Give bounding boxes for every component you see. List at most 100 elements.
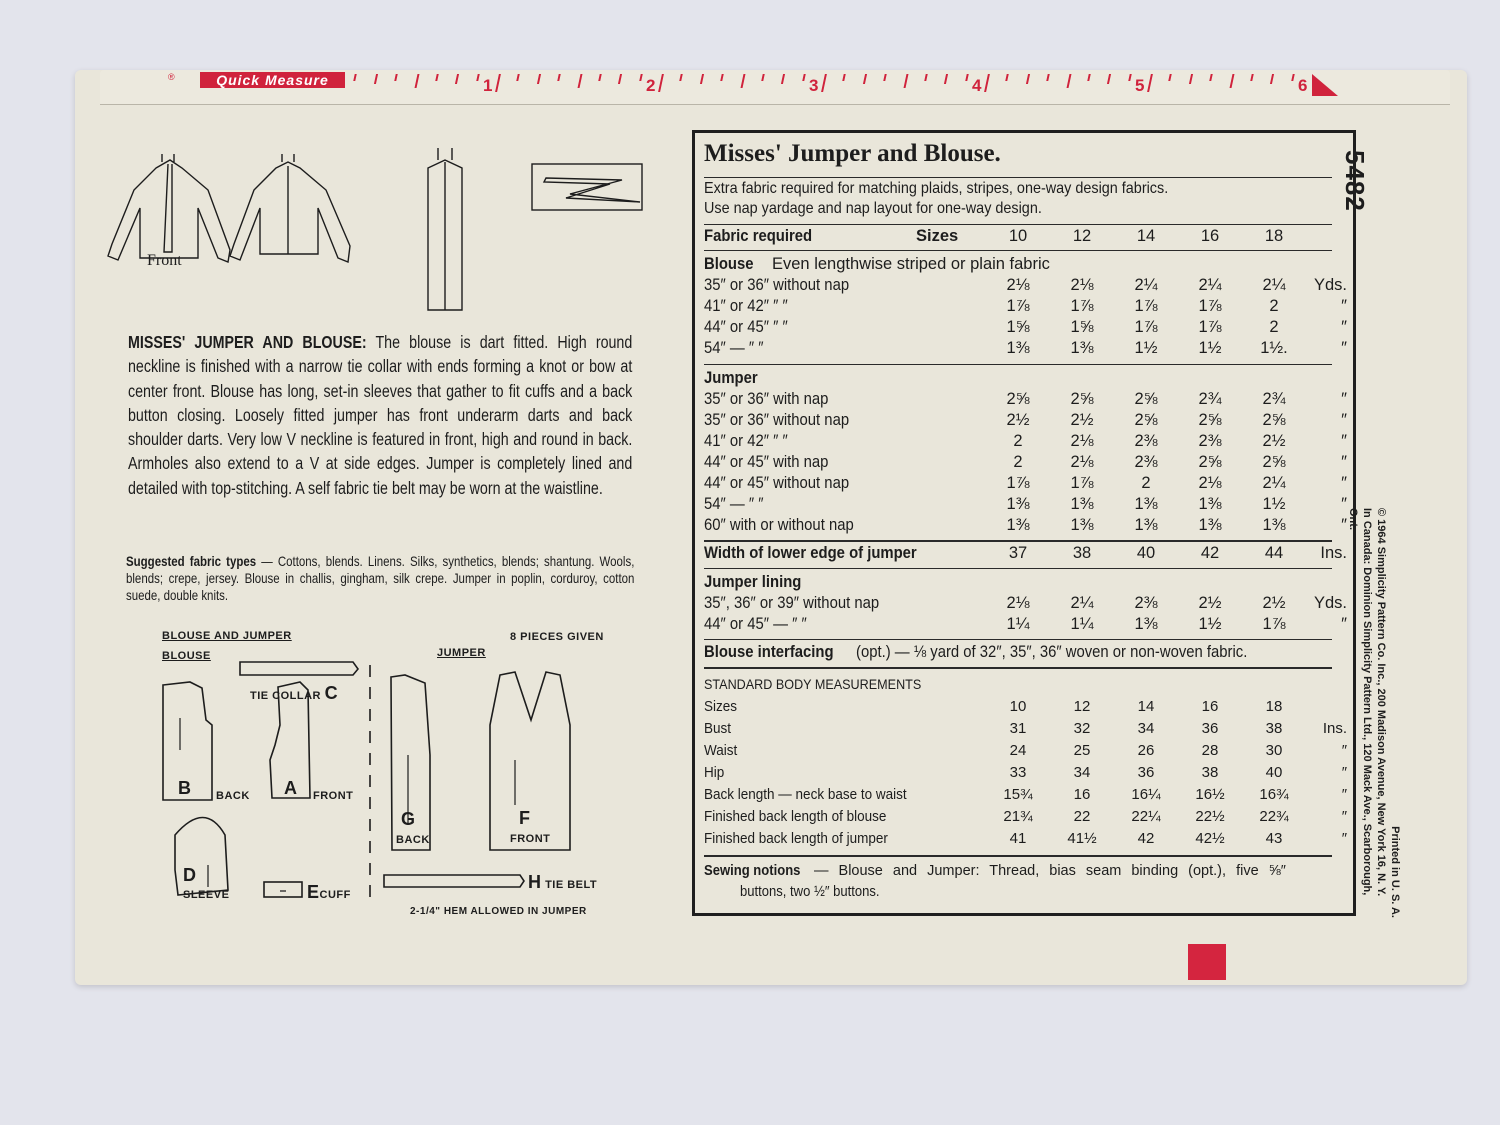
cell-value: 1⅞ [1262,615,1286,633]
ruler-inch-label: 6 [1298,76,1308,95]
table-row: Finished back length of blouse 21¾ 22 22¼ 22… [704,806,1349,827]
cell-value: 2¼ [1262,474,1286,492]
blouse-and-jumper-heading: BLOUSE AND JUMPER [162,630,292,642]
cell-value: 26 [1137,742,1155,759]
cell-value: 2⅜ [1198,432,1222,450]
table-row: Back length — neck base to waist 15¾ 16 16¼… [704,784,1349,805]
table-row: 44″ or 45″ without nap 1⅞ 1⅞ 2 2⅛ 2¼ ″ [704,473,1349,494]
blouse-heading: Blouse Even lengthwise striped or plain f… [704,254,1349,275]
note-2: Use nap yardage and nap layout for one-w… [704,200,1042,217]
row-label: Jumper [704,369,758,387]
cell-value: 2⅜ [1134,432,1158,450]
cell-value: 2¼ [1198,276,1222,294]
table-row: Sizes 10 12 14 16 18 [704,696,1349,717]
cell-value: 1⅜ [1198,495,1222,513]
piece-g-label: BACK [396,834,430,846]
cell-value: 18 [1265,698,1283,715]
cell-value: 2⅝ [1198,453,1222,471]
cell-value: 2¼ [1262,276,1286,294]
width-row: Width of lower edge of jumper 37 38 40 42 44 I… [704,543,1349,564]
unit: ″ [1341,453,1347,471]
cell-value: 2 [1269,318,1279,336]
cell-value: 2¼ [1134,276,1158,294]
piece-d-letter: D [183,865,197,885]
row-label: Hip [704,764,725,781]
cell-value: 1⅝ [1006,318,1030,336]
row-label: 60″ with or without nap [704,516,854,534]
hem-note: 2-1/4" HEM ALLOWED IN JUMPER [410,906,587,917]
cell-value: 1⅜ [1070,516,1094,534]
unit: ″ [1341,495,1347,513]
tie-collar-label: TIE COLLAR C [250,683,339,703]
cell-value: 1⅜ [1006,495,1030,513]
table-row: 60″ with or without nap 1⅜ 1⅜ 1⅜ 1⅜ 1⅜ ″ [704,515,1349,536]
piece-b-letter: B [178,778,192,798]
table-row: Hip 33 34 36 38 40 ″ [704,762,1349,783]
piece-f-label: FRONT [510,833,551,845]
description-heading: MISSES' JUMPER AND BLOUSE: [128,332,367,352]
cell-value: 43 [1265,830,1283,847]
row-label: Width of lower edge of jumper [704,544,917,562]
table-row: 35″ or 36″ without nap 2⅛ 2⅛ 2¼ 2¼ 2¼ Yds. [704,275,1349,296]
cell-value: 12 [1073,698,1091,715]
cell-value: 38 [1072,544,1092,562]
cell-value: 1¼ [1006,615,1030,633]
cell-value: 2⅛ [1198,474,1222,492]
table-row: 41″ or 42″ ″ ″ 2 2⅛ 2⅜ 2⅜ 2½ ″ [704,431,1349,452]
interfacing-text: (opt.) — ⅛ yard of 32″, 35″, 36″ woven o… [856,643,1248,661]
pattern-envelope [75,70,1467,985]
divider [704,568,1332,569]
cell-value: 16 [1200,227,1220,245]
piece-e-label: ECUFF [307,882,351,902]
row-label: Blouse interfacing [704,643,834,661]
row-label: buttons, two ½″ buttons. [740,884,880,900]
cell-value: 1⅞ [1070,297,1094,315]
piece-a-letter: A [284,778,298,798]
divider [704,364,1332,365]
jumper-back-piece [390,674,431,851]
note-1: Extra fabric required for matching plaid… [704,180,1169,197]
ruler-end-triangle [1312,74,1338,96]
table-row: 44″ or 45″ — ″ ″ 1¼ 1¼ 1⅜ 1½ 1⅞ ″ [704,614,1349,635]
cell-value: 1⅜ [1134,495,1158,513]
unit: Ins. [1322,720,1347,737]
unit: ″ [1341,764,1347,781]
table-row: Finished back length of jumper 41 41½ 42 42½… [704,828,1349,849]
measurements-heading: STANDARD BODY MEASUREMENTS [704,674,1349,695]
cell-value: 36 [1201,720,1219,737]
row-label: Finished back length of blouse [704,808,887,825]
unit: ″ [1341,411,1347,429]
table-row: Bust 31 32 34 36 38 Ins. [704,718,1349,739]
row-label: 44″ or 45″ with nap [704,453,829,471]
cell-value: 2⅝ [1262,453,1286,471]
cell-value: 2 [1013,453,1023,471]
cell-value: 1⅜ [1262,516,1286,534]
cell-value: 40 [1136,544,1156,562]
cell-value: 1⅞ [1198,297,1222,315]
table-row: 44″ or 45″ with nap 2 2⅛ 2⅜ 2⅝ 2⅝ ″ [704,452,1349,473]
cell-value: 1⅞ [1134,318,1158,336]
row-label: 44″ or 45″ ″ ″ [704,318,788,336]
cell-value: 22¼ [1131,808,1161,825]
lining-heading: Jumper lining [704,572,1349,593]
unit: Yds. [1313,594,1347,612]
copyright: © 1964 Simplicity Pattern Co. Inc., 200 … [1375,508,1387,897]
ruler-inch-label: 5 [1135,76,1145,95]
row-label: Back length — neck base to waist [704,786,907,803]
cell-value: 1⅞ [1198,318,1222,336]
unit: ″ [1341,615,1347,633]
cell-value: 1½ [1134,339,1158,357]
cell-value: 16 [1201,698,1219,715]
cuff-piece [263,881,303,898]
cell-value: 2 [1013,432,1023,450]
cell-value: 2 [1269,297,1279,315]
row-label: 35″, 36″ or 39″ without nap [704,594,880,612]
cell-value: 30 [1265,742,1283,759]
cell-value: 2⅜ [1134,594,1158,612]
cell-value: 2⅝ [1198,411,1222,429]
ruler-inch-label: 4 [972,76,982,95]
blouse-front-illustration [107,154,231,263]
cell-value: 34 [1137,720,1155,737]
divider [704,250,1332,251]
printed-in: Printed in U. S. A. [1389,826,1401,918]
